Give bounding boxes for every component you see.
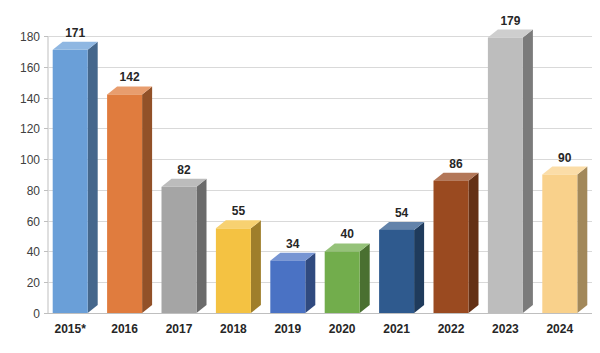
data-label: 40	[341, 227, 355, 241]
y-tick-label: 160	[20, 61, 40, 75]
bar-top	[270, 253, 315, 261]
tick-mark	[44, 67, 48, 68]
x-tick-label: 2024	[546, 322, 573, 336]
y-tick-label: 120	[20, 122, 40, 136]
tick-mark	[44, 36, 48, 37]
tick-mark	[44, 221, 48, 222]
x-tick-label: 2021	[383, 322, 410, 336]
x-tick-label: 2016	[111, 322, 138, 336]
bar-side	[142, 86, 152, 313]
bar-side	[251, 220, 261, 313]
tick-mark	[44, 98, 48, 99]
tick-mark	[44, 159, 48, 160]
bar-side	[88, 42, 98, 313]
bar-top	[216, 220, 261, 228]
tick-mark	[44, 190, 48, 191]
bar	[270, 261, 305, 313]
data-label: 34	[286, 237, 300, 251]
bar-side	[197, 179, 207, 313]
bar-side	[469, 173, 479, 313]
labels: 171 2015* 142 2016 82 2017 55 2018 34 2019 40 2020 5…	[55, 14, 574, 336]
x-tick-label: 2017	[166, 322, 193, 336]
bar	[162, 187, 197, 313]
bar	[53, 50, 88, 313]
y-tick-label: 100	[20, 153, 40, 167]
bar	[488, 38, 523, 313]
y-tick-label: 20	[27, 276, 41, 290]
bar-top	[325, 243, 370, 251]
bar-top	[162, 179, 207, 187]
data-label: 179	[500, 14, 520, 28]
chart: 0 20 40 60 80 100 120 140 160 180 171 2015* 142 2016 8…	[0, 0, 600, 353]
tick-mark	[44, 313, 48, 314]
bar	[542, 175, 577, 314]
x-tick-label: 2022	[438, 322, 465, 336]
x-tick-label: 2018	[220, 322, 247, 336]
bar-top	[488, 30, 533, 38]
bar-side	[577, 167, 587, 314]
x-tick-label: 2015*	[55, 322, 87, 336]
y-tick-label: 180	[20, 30, 40, 44]
y-tick-label: 140	[20, 92, 40, 106]
data-label: 90	[558, 151, 572, 165]
grid-line	[48, 313, 592, 314]
y-tick-label: 60	[27, 215, 41, 229]
bar-top	[379, 222, 424, 230]
bar-side	[523, 30, 533, 313]
x-tick-label: 2020	[329, 322, 356, 336]
data-label: 86	[449, 157, 463, 171]
x-axis	[48, 313, 592, 314]
data-label: 54	[395, 206, 409, 220]
y-tick-label: 40	[27, 245, 41, 259]
x-tick-label: 2023	[492, 322, 519, 336]
bar-side	[414, 222, 424, 313]
tick-mark	[44, 251, 48, 252]
bar	[216, 228, 251, 313]
data-label: 55	[232, 204, 246, 218]
bar-side	[360, 243, 370, 313]
y-tick-label: 80	[27, 184, 41, 198]
data-label: 142	[120, 70, 140, 84]
y-tick-label: 0	[33, 307, 40, 321]
tick-mark	[44, 128, 48, 129]
bar	[379, 230, 414, 313]
data-label: 82	[177, 163, 191, 177]
y-axis	[48, 36, 49, 313]
data-label: 171	[65, 26, 85, 40]
x-tick-label: 2019	[274, 322, 301, 336]
bar-side	[305, 253, 315, 313]
bar	[434, 181, 469, 313]
bars	[53, 30, 588, 313]
bar-top	[53, 42, 98, 50]
bar	[325, 251, 360, 313]
bar	[107, 94, 142, 313]
bar-top	[107, 86, 152, 94]
bar-top	[542, 167, 587, 175]
bar-top	[434, 173, 479, 181]
tick-mark	[44, 282, 48, 283]
